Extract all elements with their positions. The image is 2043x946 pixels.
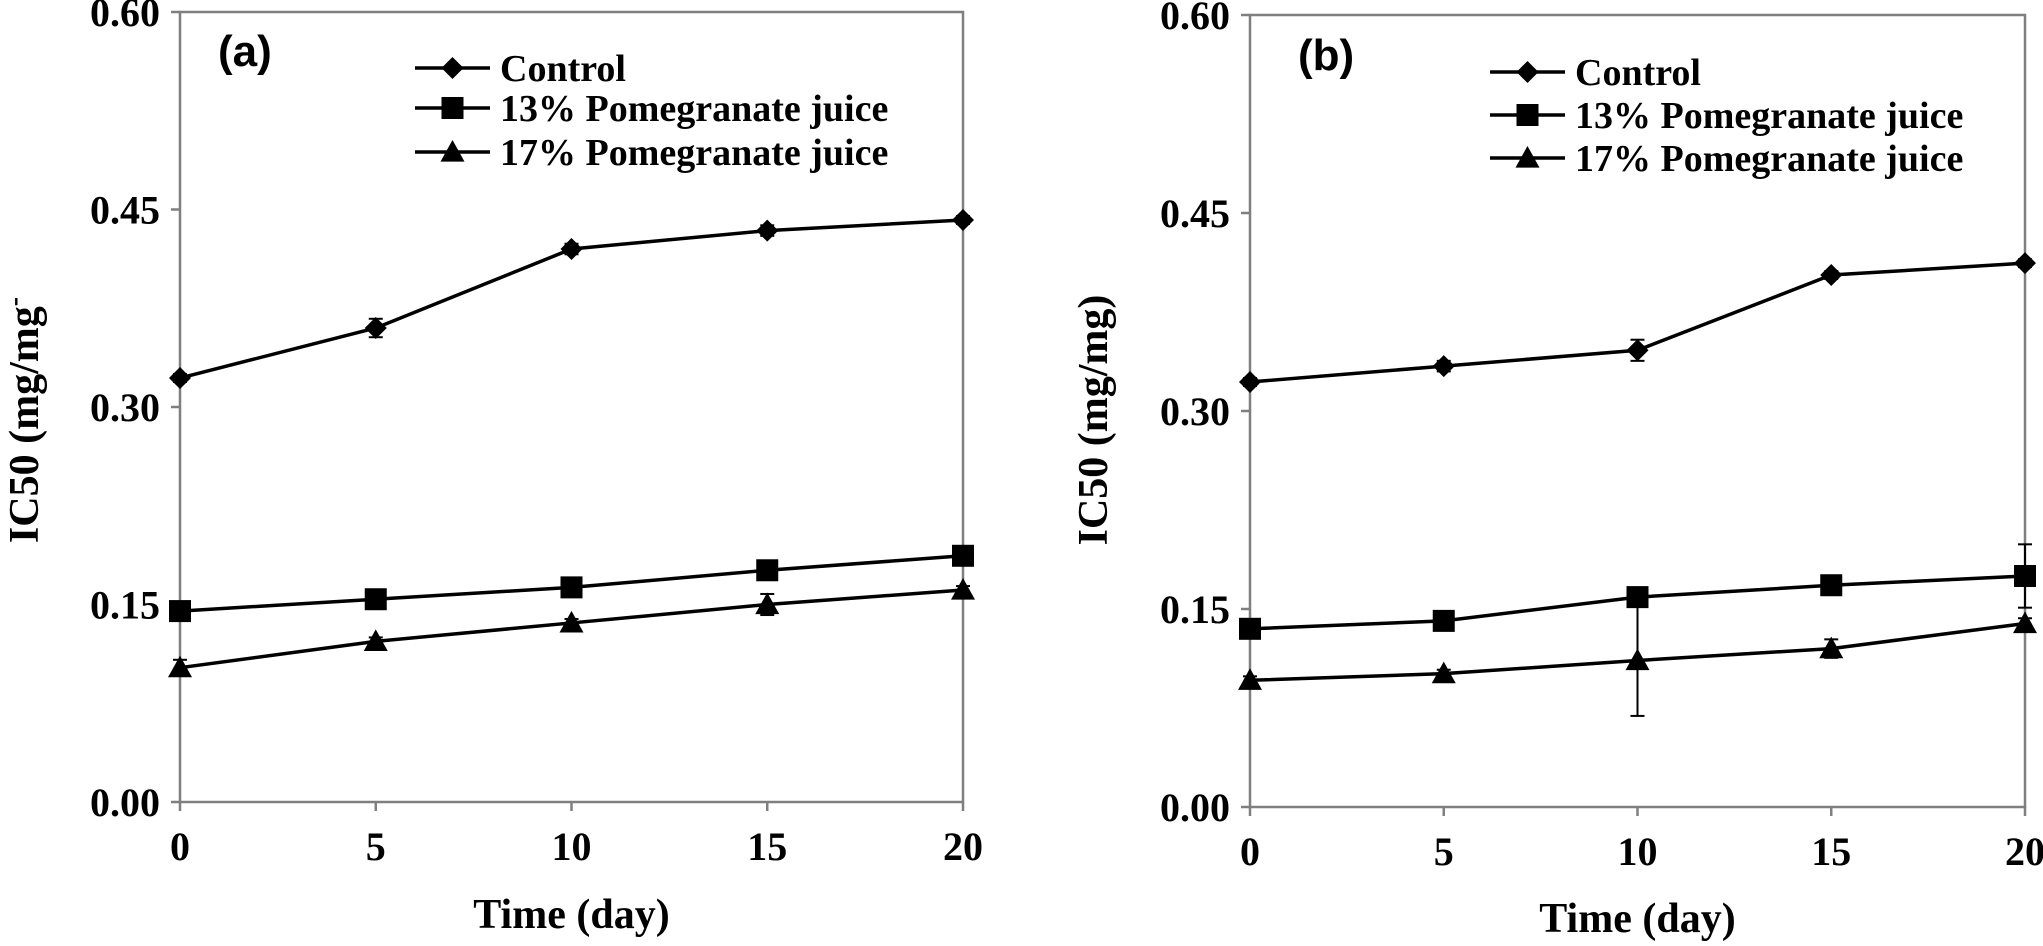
legend-marker-diamond xyxy=(441,57,464,79)
y-tick-label: 0.60 xyxy=(1160,0,1230,38)
legend-marker-square xyxy=(1516,104,1539,126)
data-point-square xyxy=(2014,565,2036,587)
x-tick-label: 5 xyxy=(1434,829,1454,874)
y-tick-label: 0.30 xyxy=(1160,389,1230,434)
data-point-diamond xyxy=(1432,355,1455,378)
data-point-square xyxy=(169,600,191,623)
series-line xyxy=(1249,261,2026,384)
data-point-square xyxy=(364,588,387,611)
x-tick-label: 10 xyxy=(552,824,592,869)
series-diamond xyxy=(169,209,974,390)
data-point-square xyxy=(1820,574,1843,597)
y-tick-label: 0.45 xyxy=(90,188,160,233)
data-point-diamond xyxy=(364,317,387,339)
legend-entry: 13% Pomegranate juice xyxy=(415,88,888,130)
data-point-square xyxy=(1432,609,1455,632)
data-point-triangle xyxy=(1238,668,1262,690)
data-point-square xyxy=(560,576,583,599)
x-tick-label: 20 xyxy=(2005,829,2043,874)
legend-entry: Control xyxy=(1490,52,1701,94)
legend-label: 13% Pomegranate juice xyxy=(500,88,888,130)
data-point-diamond xyxy=(1239,370,1261,393)
data-point-triangle xyxy=(559,610,584,633)
x-axis-title: Time (day) xyxy=(473,892,669,938)
y-tick-label: 0.00 xyxy=(90,780,160,825)
data-point-triangle xyxy=(168,655,192,678)
chart-panel-b: 0.00 0.15 0.30 0.45 0.60 0 5 10 15 20 Time (day) IC… xyxy=(1071,0,2043,942)
x-tick-label: 15 xyxy=(1811,829,1851,874)
x-axis-title: Time (day) xyxy=(1539,896,1735,942)
y-axis-title-superscript: - xyxy=(0,297,30,306)
y-axis-title: IC50 (mg/mg) xyxy=(1071,295,1117,546)
data-point-diamond xyxy=(952,209,974,232)
legend-entry: 17% Pomegranate juice xyxy=(1490,138,1963,180)
x-tick-label: 20 xyxy=(943,824,983,869)
data-point-triangle xyxy=(1431,661,1456,684)
legend-marker-triangle xyxy=(440,140,465,162)
legend-marker-diamond xyxy=(1516,61,1539,83)
y-tick-label: 0.00 xyxy=(1160,785,1230,830)
data-point-diamond xyxy=(1820,264,1843,287)
legend-entry: Control xyxy=(415,48,626,90)
x-tick-label: 10 xyxy=(1618,829,1658,874)
x-tick-label: 0 xyxy=(1240,829,1260,874)
y-tick-label: 0.30 xyxy=(90,385,160,430)
chart-panel-a: 0.00 0.15 0.30 0.45 0.60 0 5 10 15 20 Time (day) IC… xyxy=(0,0,983,938)
data-point-diamond xyxy=(169,367,191,390)
data-point-triangle xyxy=(363,629,388,651)
data-point-triangle xyxy=(1625,648,1650,671)
series-diamond xyxy=(1239,252,2036,393)
data-point-triangle xyxy=(755,592,780,615)
legend-label: 17% Pomegranate juice xyxy=(500,132,888,174)
y-tick-label: 0.15 xyxy=(90,583,160,628)
legend-label: 17% Pomegranate juice xyxy=(1575,138,1963,180)
series-triangle xyxy=(168,578,975,678)
legend-label: Control xyxy=(1575,52,1701,94)
data-point-triangle xyxy=(951,578,975,600)
x-tick-label: 5 xyxy=(366,824,386,869)
legend-entry: 17% Pomegranate juice xyxy=(415,132,888,174)
legend-marker-triangle xyxy=(1515,146,1540,168)
data-point-triangle xyxy=(1819,636,1844,659)
data-point-diamond xyxy=(756,219,779,242)
plot-frame xyxy=(178,10,965,804)
data-point-square xyxy=(1239,617,1261,640)
series-square xyxy=(1239,543,2036,640)
data-point-diamond xyxy=(1626,339,1649,362)
series-square xyxy=(169,544,974,623)
x-tick-label: 0 xyxy=(170,824,190,869)
data-point-square xyxy=(1626,586,1649,609)
panel-label: (b) xyxy=(1298,31,1354,80)
data-point-square xyxy=(756,559,779,582)
y-axis-title: IC50 (mg/mg- xyxy=(0,297,48,543)
y-axis-title-text: IC50 (mg/mg) xyxy=(1071,295,1117,546)
legend-label: Control xyxy=(500,48,626,90)
x-tick-label: 15 xyxy=(747,824,787,869)
legend-entry: 13% Pomegranate juice xyxy=(1490,95,1963,137)
data-point-diamond xyxy=(560,238,583,260)
legend-label: 13% Pomegranate juice xyxy=(1575,95,1963,137)
y-tick-label: 0.45 xyxy=(1160,191,1230,236)
panel-label: (a) xyxy=(218,27,272,76)
y-axis-title-text: IC50 (mg/mg xyxy=(2,306,48,543)
y-tick-label: 0.15 xyxy=(1160,587,1230,632)
data-point-square xyxy=(952,544,974,567)
data-point-diamond xyxy=(2014,252,2036,275)
data-point-triangle xyxy=(2013,611,2037,634)
legend-marker-square xyxy=(441,97,464,119)
series-triangle xyxy=(1238,604,2037,717)
y-tick-label: 0.60 xyxy=(90,0,160,35)
